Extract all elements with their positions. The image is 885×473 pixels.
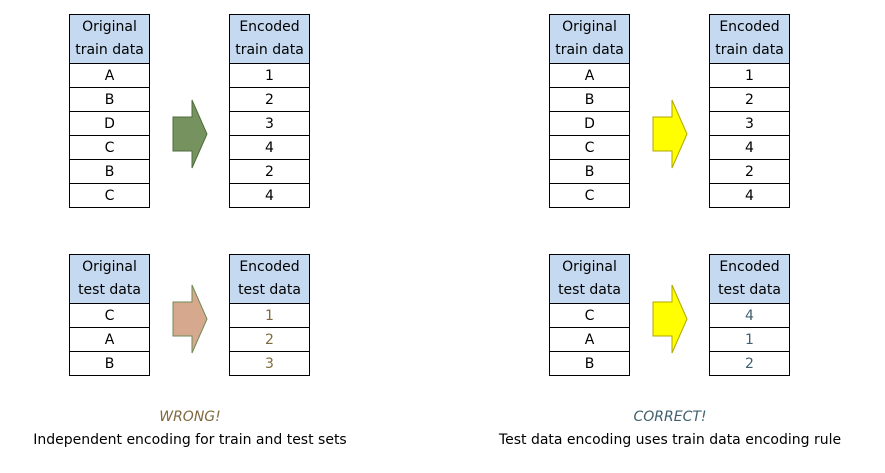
header-line: Encoded [719, 259, 780, 275]
table-cell: 4 [709, 135, 790, 160]
correct-original-train-table: Original train data A B D C B C [549, 14, 630, 208]
table-cell: 2 [229, 327, 310, 352]
header-line: Encoded [719, 19, 780, 35]
header-line: train data [235, 42, 304, 58]
table-cell: 3 [709, 111, 790, 136]
header-line: Encoded [239, 19, 300, 35]
table-cell: 2 [229, 87, 310, 112]
table-cell: 4 [229, 183, 310, 208]
table-header: Original test data [69, 254, 150, 304]
header-line: Original [562, 19, 617, 35]
arrow-right-icon [652, 284, 688, 354]
table-header: Encoded test data [229, 254, 310, 304]
correct-caption: CORRECT! Test data encoding uses train d… [460, 406, 880, 452]
header-line: test data [238, 282, 301, 298]
wrong-caption: WRONG! Independent encoding for train an… [0, 406, 400, 452]
table-header: Encoded train data [229, 14, 310, 64]
table-cell: B [69, 351, 150, 376]
table-cell: C [69, 303, 150, 328]
wrong-original-test-table: Original test data C A B [69, 254, 150, 376]
table-cell: C [69, 135, 150, 160]
table-cell: C [549, 303, 630, 328]
header-line: Encoded [239, 259, 300, 275]
correct-original-test-table: Original test data C A B [549, 254, 630, 376]
header-line: train data [75, 42, 144, 58]
arrow-right-icon [652, 99, 688, 169]
table-cell: D [549, 111, 630, 136]
table-cell: A [69, 63, 150, 88]
wrong-original-train-table: Original train data A B D C B C [69, 14, 150, 208]
header-line: train data [715, 42, 784, 58]
table-cell: 2 [709, 351, 790, 376]
table-header: Original test data [549, 254, 630, 304]
header-line: test data [718, 282, 781, 298]
wrong-verdict: WRONG! [159, 409, 221, 425]
correct-encoded-train-table: Encoded train data 1 2 3 4 2 4 [709, 14, 790, 208]
table-cell: 1 [709, 63, 790, 88]
table-cell: 3 [229, 111, 310, 136]
correct-verdict: CORRECT! [633, 409, 707, 425]
wrong-encoded-test-table: Encoded test data 1 2 3 [229, 254, 310, 376]
table-cell: D [69, 111, 150, 136]
table-cell: B [549, 159, 630, 184]
table-header: Encoded train data [709, 14, 790, 64]
correct-description: Test data encoding uses train data encod… [498, 432, 842, 448]
correct-encoded-test-table: Encoded test data 4 1 2 [709, 254, 790, 376]
table-cell: B [69, 87, 150, 112]
table-cell: C [549, 183, 630, 208]
table-cell: 3 [229, 351, 310, 376]
table-cell: A [69, 327, 150, 352]
table-cell: 4 [709, 303, 790, 328]
table-cell: 2 [709, 159, 790, 184]
header-line: train data [555, 42, 624, 58]
table-cell: A [549, 63, 630, 88]
arrow-right-icon [172, 284, 208, 354]
table-cell: C [69, 183, 150, 208]
table-cell: 1 [229, 63, 310, 88]
header-line: test data [558, 282, 621, 298]
table-cell: 2 [709, 87, 790, 112]
table-cell: C [549, 135, 630, 160]
table-header: Encoded test data [709, 254, 790, 304]
table-cell: 1 [709, 327, 790, 352]
table-cell: A [549, 327, 630, 352]
header-line: Original [82, 259, 137, 275]
table-cell: B [69, 159, 150, 184]
table-header: Original train data [69, 14, 150, 64]
table-cell: 4 [229, 135, 310, 160]
wrong-description: Independent encoding for train and test … [33, 432, 347, 448]
arrow-right-icon [172, 99, 208, 169]
wrong-encoded-train-table: Encoded train data 1 2 3 4 2 4 [229, 14, 310, 208]
header-line: Original [82, 19, 137, 35]
table-cell: 2 [229, 159, 310, 184]
table-cell: 4 [709, 183, 790, 208]
table-cell: B [549, 87, 630, 112]
header-line: Original [562, 259, 617, 275]
header-line: test data [78, 282, 141, 298]
table-cell: 1 [229, 303, 310, 328]
table-header: Original train data [549, 14, 630, 64]
table-cell: B [549, 351, 630, 376]
